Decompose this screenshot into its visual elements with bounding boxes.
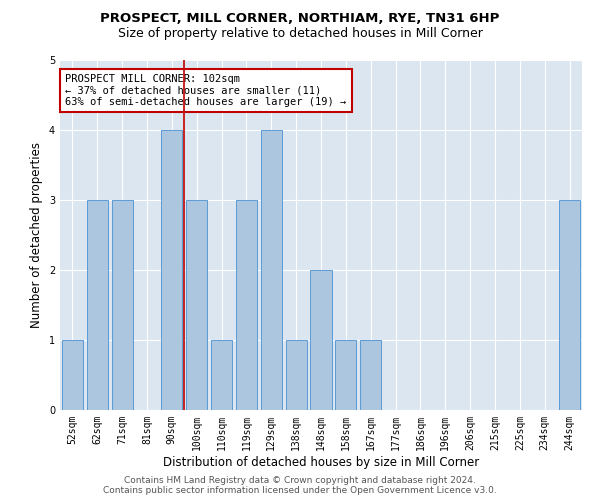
Bar	[559, 200, 580, 410]
Bar	[335, 340, 356, 410]
Bar	[62, 340, 83, 410]
Bar	[286, 340, 307, 410]
Text: PROSPECT MILL CORNER: 102sqm
← 37% of detached houses are smaller (11)
63% of se: PROSPECT MILL CORNER: 102sqm ← 37% of de…	[65, 74, 346, 107]
Bar	[161, 130, 182, 410]
Bar	[360, 340, 381, 410]
Bar	[87, 200, 108, 410]
Bar	[236, 200, 257, 410]
Bar	[112, 200, 133, 410]
Bar	[186, 200, 207, 410]
Text: PROSPECT, MILL CORNER, NORTHIAM, RYE, TN31 6HP: PROSPECT, MILL CORNER, NORTHIAM, RYE, TN…	[100, 12, 500, 26]
Text: Size of property relative to detached houses in Mill Corner: Size of property relative to detached ho…	[118, 28, 482, 40]
Bar	[211, 340, 232, 410]
X-axis label: Distribution of detached houses by size in Mill Corner: Distribution of detached houses by size …	[163, 456, 479, 468]
Y-axis label: Number of detached properties: Number of detached properties	[31, 142, 43, 328]
Bar	[261, 130, 282, 410]
Bar	[310, 270, 332, 410]
Text: Contains HM Land Registry data © Crown copyright and database right 2024.
Contai: Contains HM Land Registry data © Crown c…	[103, 476, 497, 495]
